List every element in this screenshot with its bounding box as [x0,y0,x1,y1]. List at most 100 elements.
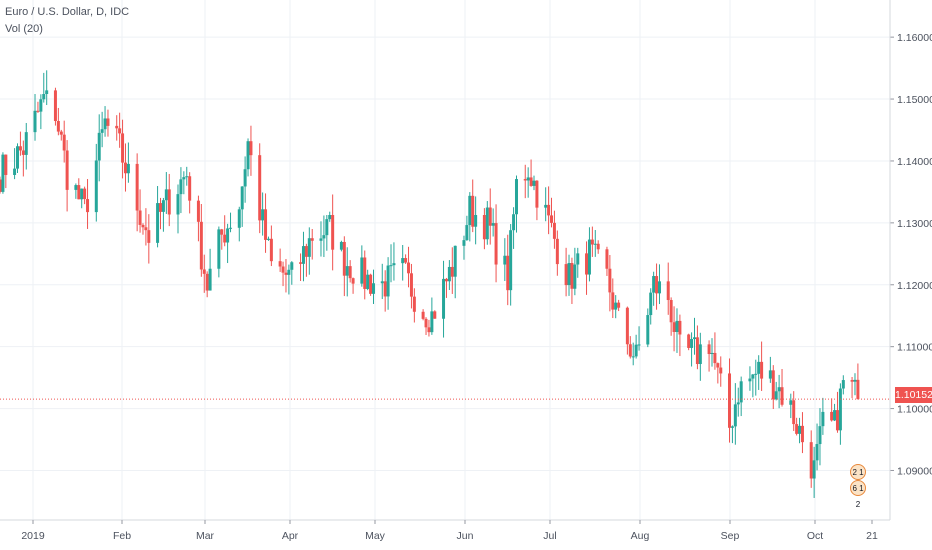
candle-body [363,257,367,289]
candle-body [21,150,25,155]
candle-body [74,185,78,190]
price-axis[interactable]: 1.16000 1.15000 1.14000 1.13000 1.12000 1.110… [889,0,932,520]
candle-body [818,426,822,445]
volume-legend[interactable]: Vol (20) [5,23,43,35]
x-tick-label: 21 [866,530,878,542]
candle-body [299,262,303,264]
candle-body [652,276,656,293]
candle-body [646,315,650,345]
candle-body [666,281,670,301]
candle-body [841,380,845,389]
calendar-event-icon[interactable]: 2 1 2 [850,464,866,493]
candle-body [585,253,589,275]
candle-body [707,344,711,355]
us-flag-event-icon[interactable]: 6 1 2 [850,480,866,509]
candle-body [53,90,57,122]
candle-body [795,424,799,434]
candle-body [625,307,629,345]
candle-body [342,241,346,276]
y-tick-label: 1.09000 [897,465,932,477]
candle-body [596,243,600,250]
candle-body [141,224,145,228]
candle-body [856,379,860,400]
candle-body [401,258,405,264]
candle-body [261,209,265,221]
x-tick-label: Aug [631,530,650,542]
candle-body [220,229,224,235]
candle-body [86,199,90,213]
candle-body [611,292,615,310]
candle-body [544,204,548,208]
candle-body [77,185,81,200]
candle-body [713,352,717,364]
x-tick-label: May [365,530,386,542]
candle-body [792,400,796,425]
y-tick-label: 1.10000 [897,404,932,416]
candle-body [42,93,46,100]
candle-body [0,179,2,192]
candle-body [590,239,594,245]
candle-body [223,234,227,243]
candle-body [570,263,574,289]
candle-body [809,442,813,479]
candle-body [736,402,740,405]
x-tick-label: 2019 [21,530,45,542]
candle-body [319,238,323,241]
y-tick-label: 1.11000 [897,342,932,354]
candle-body [62,134,66,151]
candle-body [576,253,580,265]
candle-body [208,268,212,291]
candle-body [182,177,186,180]
candle-body [465,225,469,241]
y-tick-label: 1.16000 [897,32,932,44]
candle-body [258,155,262,221]
candle-body [284,272,288,275]
x-tick-label: Sep [721,530,740,542]
candle-body [550,215,554,223]
candle-body [687,334,691,348]
last-price-label: 1.10152 [895,387,932,403]
candle-body [593,243,597,245]
y-tick-label: 1.15000 [897,94,932,106]
candle-body [202,269,206,274]
candle-body [188,176,192,201]
candle-body [442,278,446,319]
candle-body [421,311,425,319]
candle-body [392,263,396,266]
candle-body [567,263,571,286]
candle-body [278,261,282,267]
candle-body [246,141,250,170]
candle-body [281,266,285,273]
candle-body [771,370,775,400]
candle-body [690,339,694,348]
candle-body [710,352,714,355]
candle-body [514,179,518,215]
candle-body [453,245,457,277]
candle-body [100,129,104,133]
x-tick-label: Jul [543,530,556,542]
symbol-legend[interactable]: Euro / U.S. Dollar, D, IDC [5,6,130,18]
candle-body [176,194,180,215]
candle-body [695,337,699,365]
candle-body [547,204,551,216]
candle-body [80,188,84,200]
candle-body [485,207,489,240]
candle-body [199,221,203,270]
time-axis[interactable]: 2019 Feb Mar Apr May Jun Jul Aug Sep Oct 21 [0,519,890,542]
candle-body [348,266,352,279]
candle-body [853,379,857,382]
candle-body [468,195,472,226]
candle-body [488,207,492,226]
candle-body [237,209,241,228]
candle-body [716,363,720,368]
candle-body [345,266,349,276]
candle-body [427,327,431,333]
candle-body [369,274,373,294]
candle-body [835,410,839,431]
candle-body [156,203,160,243]
candle-body [126,163,130,174]
candle-body [229,227,233,229]
candle-body [777,387,781,392]
candle-body [45,90,49,94]
